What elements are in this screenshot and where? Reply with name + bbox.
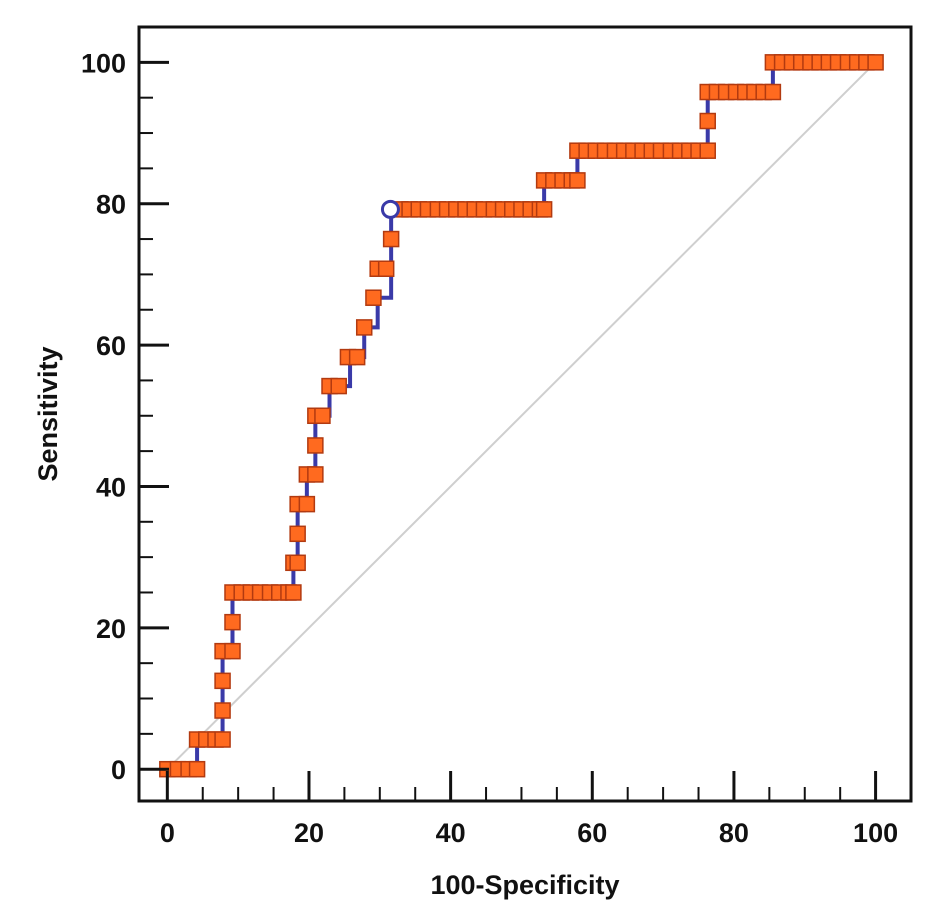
data-point-marker [298, 495, 316, 513]
y-tick-label: 80 [96, 190, 126, 220]
data-point-marker [285, 584, 302, 601]
x-tick-label: 40 [436, 818, 466, 848]
data-point-marker [377, 260, 395, 277]
y-tick-label: 0 [111, 755, 126, 785]
y-tick-label: 100 [81, 48, 126, 78]
data-point-marker [214, 702, 231, 719]
data-point-marker [188, 760, 206, 778]
y-tick-label: 60 [96, 331, 126, 361]
data-point-marker [699, 142, 716, 159]
x-axis-ticks: 0 20 40 60 80 100 [160, 771, 898, 848]
x-axis-title: 100-Specificity [430, 870, 619, 900]
x-tick-label: 0 [160, 818, 175, 848]
y-axis-title: Sensitivity [33, 346, 63, 481]
reference-diagonal [166, 61, 877, 770]
data-point-marker [314, 407, 331, 425]
data-point-marker [289, 525, 306, 543]
data-point-marker [569, 172, 586, 189]
y-axis-ticks: 0 20 40 60 80 100 [81, 48, 169, 785]
data-point-marker [382, 230, 400, 248]
data-point-marker [355, 319, 373, 336]
data-point-marker [535, 201, 553, 218]
data-point-marker [365, 289, 382, 306]
data-point-marker [348, 348, 366, 366]
data-point-marker [307, 466, 324, 483]
data-point-marker [330, 377, 347, 395]
optimal-cutoff-point [380, 199, 400, 219]
data-point-marker [214, 731, 231, 748]
data-point-marker [289, 554, 306, 572]
x-tick-label: 80 [719, 818, 749, 848]
data-point-marker [867, 54, 884, 71]
data-point-marker [307, 437, 324, 454]
x-tick-label: 100 [853, 818, 898, 848]
data-point-marker [224, 613, 241, 631]
roc-markers [159, 54, 884, 778]
x-tick-label: 20 [294, 818, 324, 848]
x-tick-label: 60 [577, 818, 607, 848]
data-point-marker [224, 642, 241, 660]
data-point-marker [214, 672, 231, 690]
y-tick-label: 40 [96, 472, 126, 502]
y-tick-label: 20 [96, 614, 126, 644]
data-point-marker [699, 112, 716, 130]
data-point-marker [764, 83, 782, 101]
